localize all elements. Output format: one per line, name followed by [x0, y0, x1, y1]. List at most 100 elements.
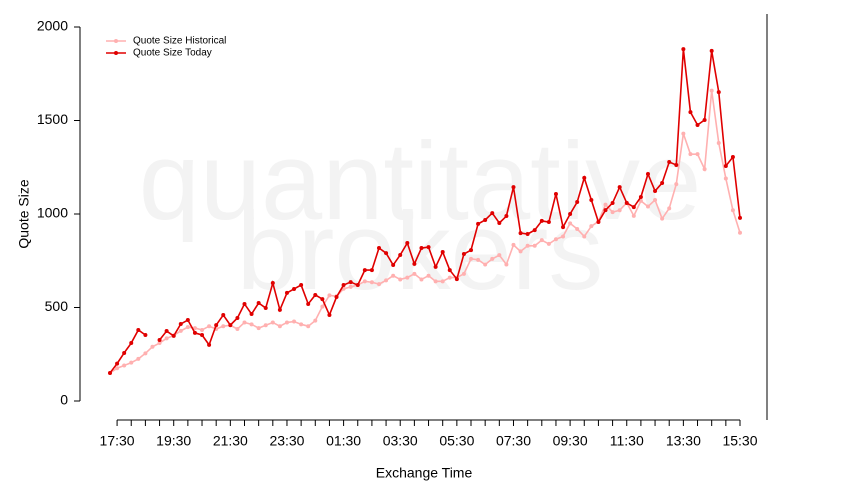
data-point — [476, 257, 481, 262]
data-point — [433, 279, 438, 284]
data-point — [589, 197, 594, 202]
data-point — [108, 370, 112, 375]
data-point — [511, 242, 516, 247]
data-point — [476, 221, 481, 226]
data-point — [207, 324, 212, 329]
data-point — [192, 326, 197, 331]
x-tick-label: 05:30 — [439, 433, 474, 449]
data-point — [653, 188, 658, 193]
data-point — [178, 321, 183, 326]
data-point — [221, 312, 226, 317]
data-point — [738, 230, 742, 235]
y-tick-label: 0 — [60, 392, 68, 408]
data-point — [447, 275, 452, 280]
data-point — [284, 320, 289, 325]
data-point — [270, 281, 275, 286]
data-point — [518, 249, 523, 254]
data-point — [391, 263, 396, 268]
legend-label: Quote Size Historical — [133, 36, 226, 47]
data-point — [631, 213, 636, 218]
data-point — [376, 282, 381, 287]
data-point — [284, 290, 289, 295]
x-tick-label: 11:30 — [610, 433, 644, 449]
data-point — [200, 327, 205, 332]
data-point — [299, 283, 304, 288]
data-point — [461, 271, 466, 276]
data-point — [235, 315, 240, 320]
data-point — [313, 292, 318, 297]
data-point — [341, 283, 346, 288]
data-point — [256, 301, 261, 306]
data-point — [129, 360, 134, 365]
data-point — [568, 212, 573, 216]
data-point — [730, 208, 735, 213]
data-point — [504, 262, 509, 267]
data-point — [447, 268, 452, 273]
data-point — [483, 262, 488, 267]
y-tick-label: 1500 — [37, 111, 68, 127]
data-point — [122, 350, 127, 355]
data-point — [532, 228, 537, 233]
data-point — [610, 200, 615, 205]
data-point — [384, 251, 389, 256]
data-point — [518, 231, 523, 236]
data-point — [596, 220, 601, 225]
data-point — [561, 234, 566, 239]
data-point — [709, 88, 714, 93]
x-tick-label: 23:30 — [269, 433, 304, 449]
data-point — [553, 237, 558, 242]
data-point — [660, 216, 665, 221]
data-point — [277, 307, 282, 312]
data-point — [277, 324, 282, 329]
data-point — [419, 246, 424, 251]
data-point — [185, 325, 190, 330]
data-point — [178, 328, 183, 333]
data-point — [716, 140, 721, 145]
data-point — [645, 171, 650, 176]
x-tick-label: 03:30 — [383, 433, 418, 449]
data-point — [185, 318, 190, 323]
data-point — [461, 252, 466, 257]
data-point — [702, 167, 707, 172]
data-point — [242, 301, 247, 306]
data-point — [150, 344, 155, 349]
data-point — [157, 338, 162, 343]
x-tick-label: 19:30 — [156, 433, 191, 449]
data-point — [270, 320, 275, 325]
y-tick-label: 1000 — [37, 205, 68, 221]
data-point — [582, 234, 587, 239]
data-point — [263, 306, 268, 311]
data-point — [674, 182, 679, 187]
data-point — [207, 342, 212, 347]
data-point — [561, 225, 566, 230]
data-point — [723, 176, 728, 181]
data-point — [603, 202, 608, 207]
data-point — [469, 248, 474, 253]
data-point — [723, 163, 728, 168]
data-point — [681, 131, 686, 136]
data-point — [249, 322, 254, 327]
data-point — [738, 215, 742, 220]
data-point — [122, 363, 127, 368]
data-point — [575, 226, 580, 231]
x-tick-label: 09:30 — [553, 433, 588, 449]
data-point — [426, 273, 431, 278]
data-point — [348, 284, 353, 289]
data-point — [292, 319, 297, 324]
data-point — [497, 220, 502, 225]
data-point — [320, 297, 325, 302]
data-point — [532, 243, 537, 248]
data-point — [228, 323, 233, 328]
data-point — [157, 341, 162, 346]
data-point — [497, 253, 502, 258]
data-point — [412, 271, 417, 276]
data-point — [440, 249, 445, 254]
data-point — [355, 283, 360, 288]
data-point — [221, 324, 226, 329]
data-point — [631, 205, 636, 210]
data-point — [391, 273, 396, 278]
legend-marker — [114, 51, 118, 55]
data-point — [617, 208, 622, 213]
x-axis-title: Exchange Time — [376, 465, 473, 481]
